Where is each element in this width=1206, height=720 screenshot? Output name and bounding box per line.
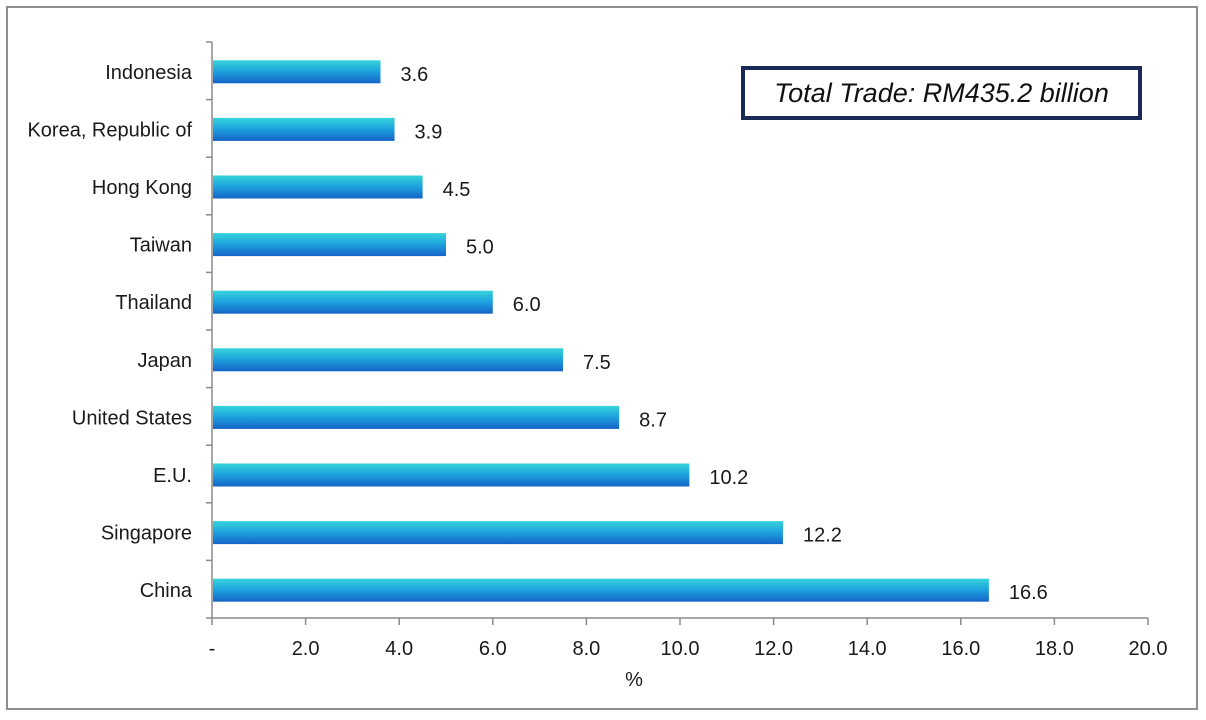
x-tick-label: 2.0	[292, 638, 320, 660]
x-tick-label: 18.0	[1035, 638, 1074, 660]
chart-axes	[206, 41, 1149, 625]
x-tick-label: 10.0	[661, 638, 700, 660]
value-label: 3.9	[415, 121, 443, 143]
value-label: 10.2	[709, 467, 748, 489]
value-label: 12.2	[803, 525, 842, 547]
category-label: Taiwan	[130, 235, 192, 257]
value-label: 7.5	[583, 352, 611, 374]
category-label: Korea, Republic of	[27, 119, 192, 141]
bar-thailand	[213, 290, 493, 314]
bar-japan	[213, 348, 563, 372]
x-axis-title: %	[625, 669, 643, 691]
category-label: Japan	[138, 350, 193, 372]
category-label: Indonesia	[105, 62, 193, 84]
bar-singapore	[213, 521, 783, 545]
category-label: Singapore	[101, 523, 192, 545]
chart-bars	[213, 60, 989, 602]
x-tick-label: 6.0	[479, 638, 507, 660]
x-tick-label: 14.0	[848, 638, 887, 660]
x-tick-label: 12.0	[754, 638, 793, 660]
x-tick-label: 20.0	[1129, 638, 1168, 660]
bar-hong-kong	[213, 175, 423, 199]
total-trade-text: Total Trade: RM435.2 billion	[774, 77, 1109, 108]
category-label: Thailand	[115, 292, 192, 314]
x-tick-label: 4.0	[385, 638, 413, 660]
category-label: United States	[72, 407, 192, 429]
bar-china	[213, 578, 989, 602]
category-label: China	[140, 580, 193, 602]
bar-taiwan	[213, 233, 446, 257]
total-trade-annotation: Total Trade: RM435.2 billion	[741, 66, 1142, 120]
x-tick-label: -	[209, 638, 216, 660]
bar-united-states	[213, 405, 620, 429]
category-label: Hong Kong	[92, 177, 192, 199]
value-label: 3.6	[400, 64, 428, 86]
value-label: 5.0	[466, 237, 494, 259]
value-label: 4.5	[443, 179, 471, 201]
value-label: 6.0	[513, 294, 541, 316]
value-label: 16.6	[1009, 582, 1048, 604]
x-tick-label: 8.0	[572, 638, 600, 660]
category-label: E.U.	[153, 465, 192, 487]
x-tick-label: 16.0	[941, 638, 980, 660]
bar-e-u	[213, 463, 690, 487]
bar-indonesia	[213, 60, 381, 84]
chart-labels: - 2.0 4.0 6.0 8.0 10.0 12.0 14.0 16.0 18.0 20.0 Ind…	[27, 62, 1167, 660]
value-label: 8.7	[639, 409, 667, 431]
bar-korea-republic-of	[213, 117, 395, 141]
